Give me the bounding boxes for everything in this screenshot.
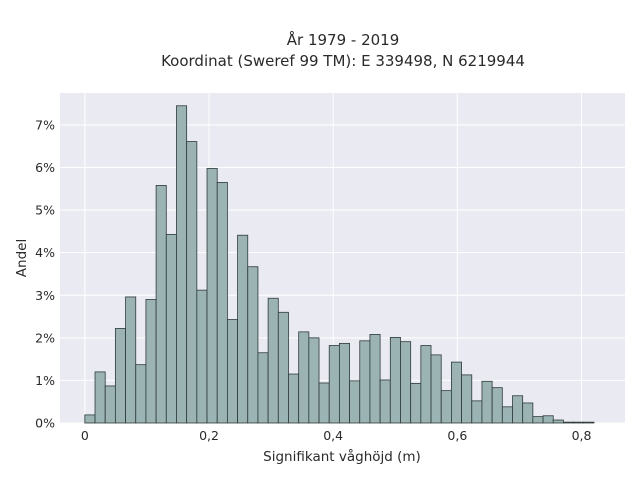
histogram-bar	[94, 371, 106, 424]
histogram-bar	[226, 319, 238, 424]
tick-labels: 0% 1% 2% 3% 4% 5% 6% 7% 0 0,2 0,4 0,6 0,8	[35, 117, 591, 443]
histogram-bar	[288, 373, 300, 424]
histogram-bar	[237, 234, 249, 424]
histogram-bar	[328, 345, 340, 424]
histogram-bar	[512, 395, 524, 424]
y-axis-label: Andel	[14, 239, 30, 277]
histogram-bar	[84, 414, 96, 424]
histogram-bar	[359, 340, 371, 424]
histogram-bar	[420, 345, 432, 424]
histogram-bar	[318, 382, 330, 424]
histogram-bar	[145, 299, 157, 424]
histogram-bar	[196, 289, 208, 424]
y-tick-label: 4%	[35, 245, 55, 260]
y-tick-label: 3%	[35, 288, 55, 303]
histogram-bar	[400, 341, 412, 424]
histogram-bar	[267, 297, 279, 424]
y-tick-label: 0%	[35, 416, 55, 431]
histogram-bar	[481, 380, 493, 424]
y-tick-label: 2%	[35, 330, 55, 345]
histogram-bar	[206, 167, 218, 424]
histogram-bar	[125, 296, 137, 424]
histogram-bar	[522, 402, 534, 424]
histogram-bar	[461, 374, 473, 424]
histogram-bar	[552, 419, 564, 424]
histogram-bar	[349, 380, 361, 424]
histogram-bar	[451, 361, 462, 424]
y-tick-label: 6%	[35, 160, 55, 175]
histogram-bar	[573, 421, 585, 424]
histogram-bar	[338, 342, 350, 424]
x-tick-label: 0,8	[572, 428, 592, 443]
histogram-bar	[277, 311, 289, 424]
histogram-bar	[369, 334, 381, 424]
histogram-bar	[176, 105, 188, 424]
histogram-bar	[186, 141, 198, 424]
histogram-bar	[440, 390, 452, 424]
histogram-bar	[501, 406, 513, 424]
histogram-bar	[308, 337, 320, 424]
histogram-bar	[379, 379, 391, 424]
x-tick-label: 0	[81, 428, 89, 443]
histogram-bar	[491, 387, 503, 424]
y-tick-label: 5%	[35, 203, 55, 218]
histogram-bar	[563, 421, 574, 424]
histogram-bar	[583, 421, 595, 424]
chart-title-line-2: Koordinat (Sweref 99 TM): E 339498, N 62…	[161, 52, 525, 70]
histogram-bar	[410, 382, 422, 424]
histogram-bar	[542, 415, 554, 424]
y-tick-label: 1%	[35, 373, 55, 388]
histogram-bar	[430, 354, 442, 424]
histogram-bar	[298, 331, 310, 424]
histogram-bar	[257, 352, 269, 424]
histogram-bar	[389, 337, 401, 424]
chart-title-line-1: År 1979 - 2019	[287, 30, 400, 49]
y-tick-label: 7%	[35, 117, 55, 132]
x-axis-label: Signifikant våghöjd (m)	[263, 448, 421, 465]
x-tick-label: 0,2	[199, 428, 219, 443]
bars	[84, 105, 595, 424]
histogram-bar	[165, 233, 177, 424]
histogram-bar	[104, 385, 116, 424]
histogram-bar	[114, 328, 126, 424]
histogram-bar	[247, 266, 259, 424]
histogram-bar	[155, 184, 167, 424]
histogram-bar	[471, 400, 483, 424]
histogram-bar	[216, 182, 228, 424]
x-tick-label: 0,4	[323, 428, 343, 443]
x-tick-label: 0,6	[447, 428, 467, 443]
histogram-bar	[532, 416, 544, 424]
histogram-bar	[135, 364, 147, 424]
